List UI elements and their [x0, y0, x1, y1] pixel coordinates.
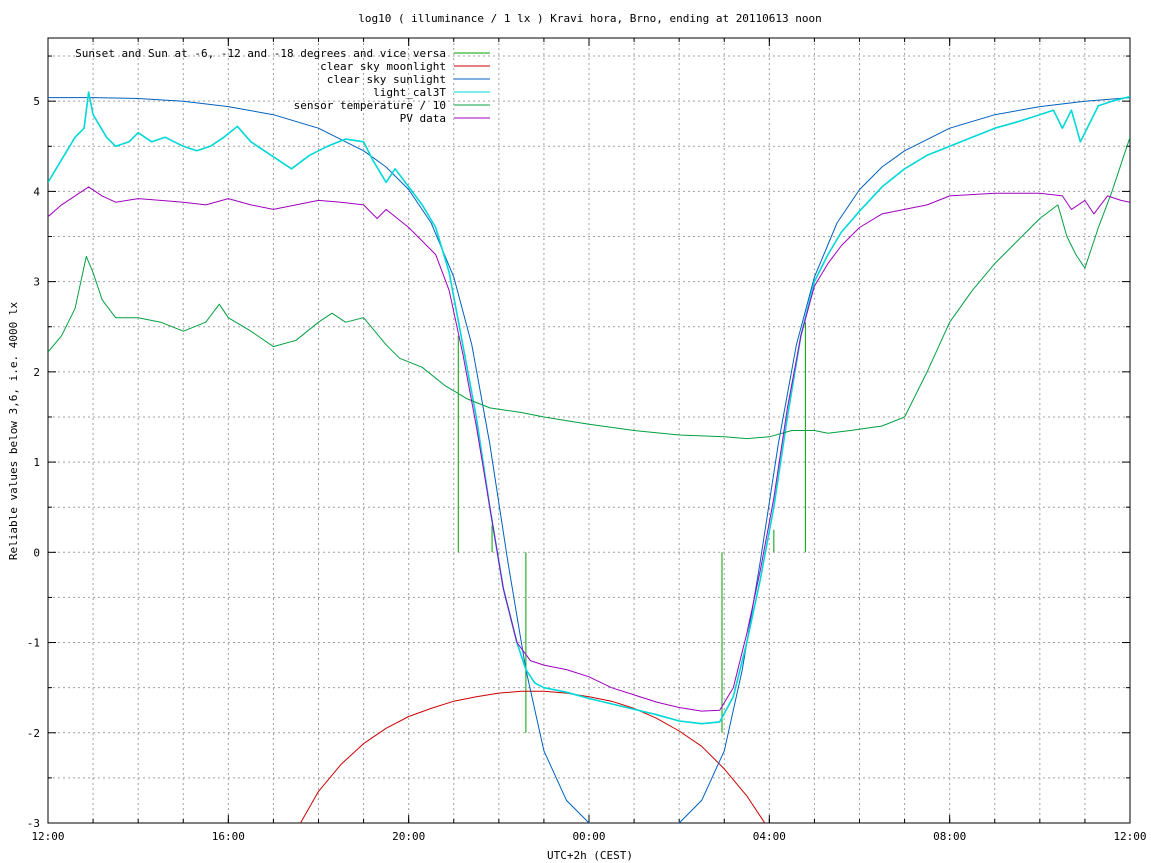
legend-label: Sunset and Sun at -6, -12 and -18 degree… [75, 47, 446, 60]
y-tick-label: 4 [33, 185, 40, 198]
chart-title: log10 ( illuminance / 1 lx ) Kravi hora,… [358, 12, 822, 25]
series-line [48, 91, 1130, 725]
legend-label: PV data [400, 112, 446, 125]
legend: Sunset and Sun at -6, -12 and -18 degree… [75, 47, 490, 125]
series-group [457, 322, 806, 733]
series-line [300, 690, 766, 823]
series-line [48, 97, 1130, 823]
x-tick-label: 12:00 [31, 830, 64, 843]
series-group [300, 690, 766, 823]
series-group [48, 97, 1130, 823]
y-tick-label: 0 [33, 546, 40, 559]
series-layer [48, 91, 1130, 823]
y-tick-label: -1 [27, 637, 40, 650]
legend-label: sensor temperature / 10 [294, 99, 446, 112]
series-group [48, 91, 1130, 725]
axes: 12:00 16:00 20:00 00:00 04:00 08:00 12:00-3-2-… [27, 37, 1147, 843]
legend-label: clear sky moonlight [320, 60, 446, 73]
x-tick-label: 04:00 [753, 830, 786, 843]
y-tick-label: 5 [33, 95, 40, 108]
y-tick-label: -3 [27, 817, 40, 830]
x-tick-label: 20:00 [392, 830, 425, 843]
y-tick-label: 2 [33, 366, 40, 379]
series-group [48, 186, 1130, 712]
legend-label: light_cal3T [373, 86, 446, 99]
y-tick-label: -2 [27, 727, 40, 740]
y-axis-label: Reliable values below 3,6, i.e. 4000 lx [7, 301, 20, 560]
series-line [48, 186, 1130, 712]
x-axis-label: UTC+2h (CEST) [547, 849, 633, 862]
legend-label: clear sky sunlight [327, 73, 446, 86]
x-tick-label: 08:00 [933, 830, 966, 843]
series-line [48, 137, 1130, 440]
x-tick-label: 16:00 [212, 830, 245, 843]
series-group [48, 137, 1130, 440]
y-tick-label: 3 [33, 276, 40, 289]
plot-frame [47, 37, 1131, 824]
y-tick-label: 1 [33, 456, 40, 469]
x-tick-label: 12:00 [1113, 830, 1146, 843]
grid-lines [48, 38, 1130, 823]
x-tick-label: 00:00 [572, 830, 605, 843]
